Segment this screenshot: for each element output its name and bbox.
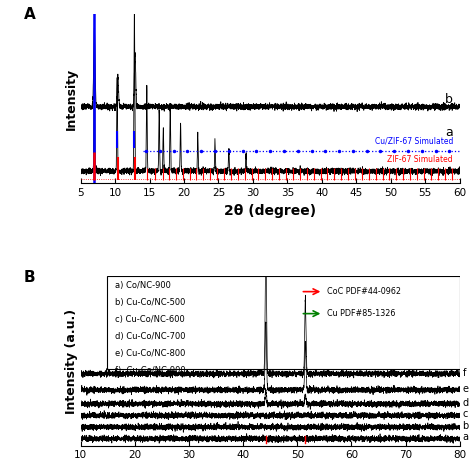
Text: Cu PDF#85-1326: Cu PDF#85-1326 (327, 309, 395, 318)
Text: e) Cu-Co/NC-800: e) Cu-Co/NC-800 (115, 349, 185, 358)
Text: b: b (463, 421, 469, 431)
Text: b) Cu-Co/NC-500: b) Cu-Co/NC-500 (115, 299, 185, 308)
Text: c) Cu-Co/NC-600: c) Cu-Co/NC-600 (115, 315, 184, 324)
Text: e: e (463, 384, 468, 394)
X-axis label: 2θ (degree): 2θ (degree) (224, 204, 316, 218)
Y-axis label: Intensity: Intensity (65, 68, 78, 130)
Text: c: c (463, 409, 468, 419)
Text: B: B (24, 270, 36, 285)
Text: a: a (463, 432, 468, 442)
Bar (107, 276, 460, 369)
Text: f: f (463, 367, 466, 378)
Y-axis label: Intensity (a.u.): Intensity (a.u.) (65, 309, 78, 413)
Text: f)  Cu-Co/NC-900: f) Cu-Co/NC-900 (115, 366, 185, 375)
Text: a) Co/NC-900: a) Co/NC-900 (115, 282, 171, 291)
Text: CoC PDF#44-0962: CoC PDF#44-0962 (327, 287, 401, 296)
Text: Cu/ZIF-67 Simulated: Cu/ZIF-67 Simulated (374, 137, 453, 146)
Text: A: A (24, 8, 36, 22)
Text: b: b (445, 93, 453, 106)
Text: d: d (463, 398, 469, 408)
Text: ZIF-67 Simulated: ZIF-67 Simulated (387, 155, 453, 164)
Text: a: a (445, 126, 453, 139)
Text: d) Cu-Co/NC-700: d) Cu-Co/NC-700 (115, 332, 185, 341)
